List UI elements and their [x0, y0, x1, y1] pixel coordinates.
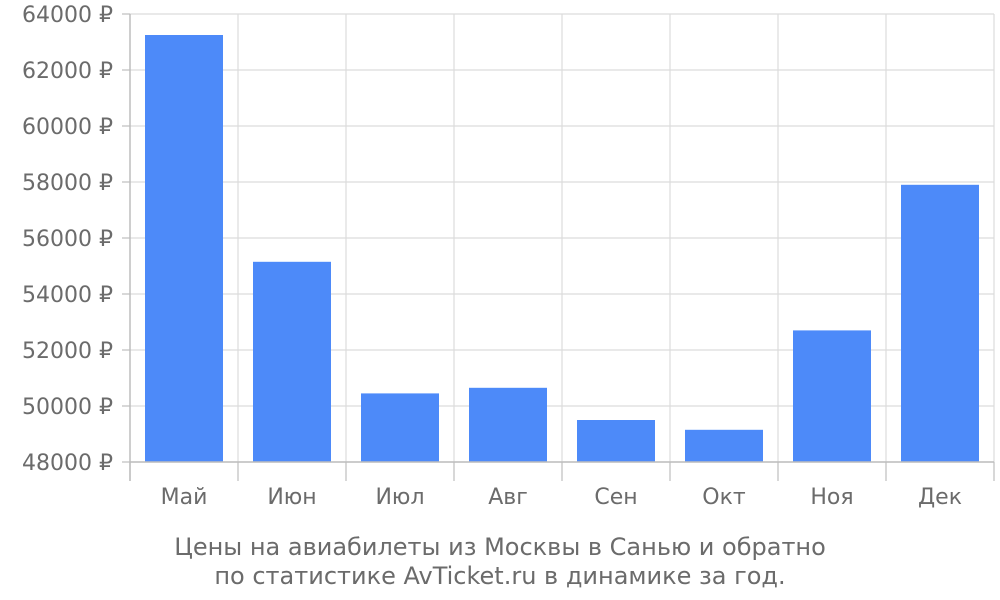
- x-tick-label: Дек: [918, 485, 962, 510]
- y-tick-label: 64000 ₽: [22, 3, 113, 28]
- bar-chart: 48000 ₽ 50000 ₽ 52000 ₽ 54000 ₽ 56000 ₽ 58000…: [22, 3, 995, 510]
- y-tick-label: 60000 ₽: [22, 115, 113, 140]
- y-tick-label: 58000 ₽: [22, 171, 113, 196]
- x-tick-label: Июл: [375, 485, 424, 510]
- y-tick-label: 62000 ₽: [22, 59, 113, 84]
- x-tick-label: Май: [161, 485, 208, 510]
- x-tick-label: Ноя: [810, 485, 853, 510]
- x-tick-label: Авг: [488, 485, 528, 510]
- bar-3: [361, 393, 439, 462]
- x-tick-label: Сен: [594, 485, 637, 510]
- bars: [145, 35, 979, 463]
- y-tick-label: 48000 ₽: [22, 451, 113, 476]
- bar-1: [145, 35, 223, 462]
- x-axis-ticks: Май Июн Июл Авг Сен Окт Ноя Дек: [129, 462, 995, 510]
- y-tick-label: 50000 ₽: [22, 395, 113, 420]
- bar-5: [577, 420, 655, 462]
- x-tick-label: Июн: [267, 485, 316, 510]
- chart-caption-line-2: по статистике AvTicket.ru в динамике за …: [214, 562, 786, 590]
- y-tick-label: 56000 ₽: [22, 227, 113, 252]
- chart-caption-line-1: Цены на авиабилеты из Москвы в Санью и о…: [174, 533, 826, 561]
- y-tick-label: 54000 ₽: [22, 283, 113, 308]
- bar-2: [253, 261, 331, 462]
- y-axis-ticks: 48000 ₽ 50000 ₽ 52000 ₽ 54000 ₽ 56000 ₽ 58000…: [22, 3, 130, 476]
- bar-8: [901, 184, 979, 463]
- bar-7: [793, 330, 871, 462]
- x-tick-label: Окт: [702, 485, 746, 510]
- bar-4: [469, 387, 547, 462]
- bar-6: [685, 429, 763, 462]
- y-tick-label: 52000 ₽: [22, 339, 113, 364]
